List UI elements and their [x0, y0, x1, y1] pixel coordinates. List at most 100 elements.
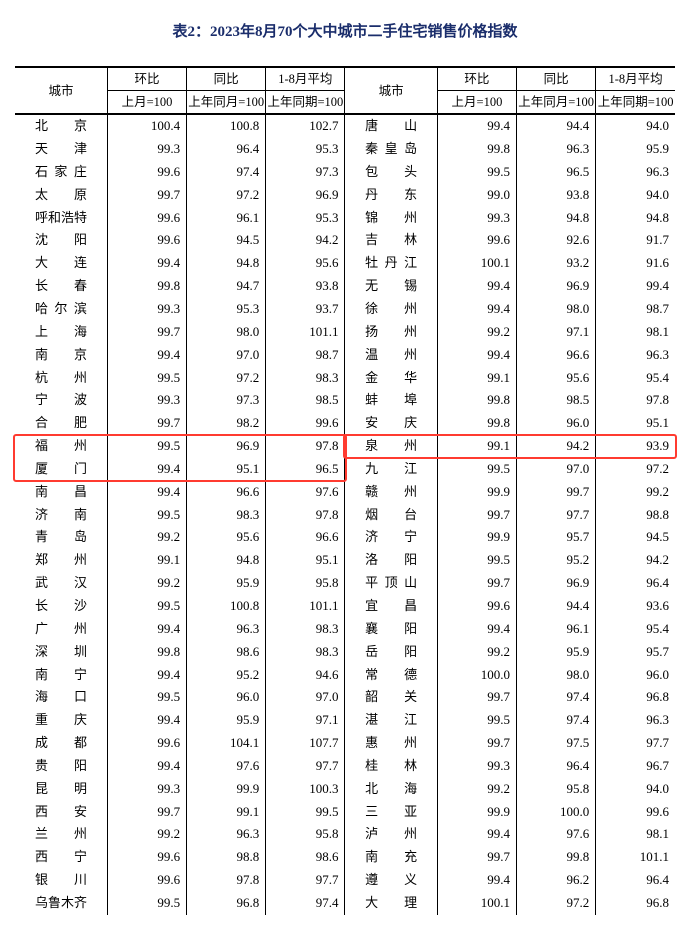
value-cell: 99.4	[437, 298, 516, 321]
value-cell: 95.4	[596, 618, 675, 641]
table-row: 郑 州99.194.895.1洛 阳99.595.294.2	[15, 549, 675, 572]
city-cell: 长 沙	[15, 595, 107, 618]
value-cell: 99.3	[107, 298, 186, 321]
value-cell: 99.2	[437, 321, 516, 344]
value-cell: 99.5	[437, 458, 516, 481]
city-cell: 青 岛	[15, 526, 107, 549]
value-cell: 99.6	[107, 846, 186, 869]
value-cell: 99.4	[107, 664, 186, 687]
value-cell: 96.9	[517, 572, 596, 595]
city-cell: 北 京	[15, 114, 107, 138]
city-cell: 南 宁	[15, 664, 107, 687]
value-cell: 97.1	[266, 709, 345, 732]
value-cell: 97.3	[266, 161, 345, 184]
city-cell: 宜 昌	[345, 595, 437, 618]
city-cell: 深 圳	[15, 641, 107, 664]
table-row: 武 汉99.295.995.8平 顶 山99.796.996.4	[15, 572, 675, 595]
table-row: 石 家 庄99.697.497.3包 头99.596.596.3	[15, 161, 675, 184]
city-cell: 兰 州	[15, 823, 107, 846]
value-cell: 99.7	[437, 504, 516, 527]
table-row: 西 安99.799.199.5三 亚99.9100.099.6	[15, 801, 675, 824]
value-cell: 96.7	[596, 755, 675, 778]
city-cell: 包 头	[345, 161, 437, 184]
value-cell: 96.5	[266, 458, 345, 481]
table-row: 银 川99.697.897.7遵 义99.496.296.4	[15, 869, 675, 892]
hdr-avg-r: 1-8月平均	[596, 67, 675, 91]
value-cell: 96.9	[517, 275, 596, 298]
city-cell: 哈 尔 滨	[15, 298, 107, 321]
value-cell: 97.2	[187, 367, 266, 390]
city-cell: 大 连	[15, 252, 107, 275]
table-row: 北 京100.4100.8102.7唐 山99.494.494.0	[15, 114, 675, 138]
value-cell: 94.2	[596, 549, 675, 572]
value-cell: 99.4	[437, 618, 516, 641]
value-cell: 93.9	[596, 435, 675, 458]
city-cell: 沈 阳	[15, 229, 107, 252]
city-cell: 无 锡	[345, 275, 437, 298]
value-cell: 99.8	[437, 138, 516, 161]
city-cell: 海 口	[15, 686, 107, 709]
value-cell: 98.5	[517, 389, 596, 412]
value-cell: 98.6	[187, 641, 266, 664]
table-row: 长 沙99.5100.8101.1宜 昌99.694.493.6	[15, 595, 675, 618]
value-cell: 99.7	[437, 572, 516, 595]
city-cell: 西 宁	[15, 846, 107, 869]
value-cell: 95.7	[596, 641, 675, 664]
city-cell: 徐 州	[345, 298, 437, 321]
table-wrapper: 城市 环比 同比 1-8月平均 城市 环比 同比 1-8月平均 上月=100 上…	[15, 66, 675, 915]
city-cell: 烟 台	[345, 504, 437, 527]
city-cell: 长 春	[15, 275, 107, 298]
table-row: 重 庆99.495.997.1湛 江99.597.496.3	[15, 709, 675, 732]
value-cell: 100.8	[187, 114, 266, 138]
value-cell: 94.4	[517, 595, 596, 618]
value-cell: 98.5	[266, 389, 345, 412]
table-row: 大 连99.494.895.6牡 丹 江100.193.291.6	[15, 252, 675, 275]
value-cell: 96.9	[266, 184, 345, 207]
table-row: 合 肥99.798.299.6安 庆99.896.095.1	[15, 412, 675, 435]
value-cell: 98.3	[187, 504, 266, 527]
value-cell: 98.0	[517, 298, 596, 321]
table-title: 表2：2023年8月70个大中城市二手住宅销售价格指数	[15, 20, 675, 41]
value-cell: 96.0	[187, 686, 266, 709]
city-cell: 宁 波	[15, 389, 107, 412]
value-cell: 95.1	[266, 549, 345, 572]
value-cell: 94.8	[187, 549, 266, 572]
value-cell: 95.6	[266, 252, 345, 275]
city-cell: 贵 阳	[15, 755, 107, 778]
value-cell: 100.0	[517, 801, 596, 824]
value-cell: 100.1	[437, 252, 516, 275]
value-cell: 99.7	[437, 686, 516, 709]
city-cell: 遵 义	[345, 869, 437, 892]
value-cell: 99.4	[437, 344, 516, 367]
value-cell: 99.5	[107, 686, 186, 709]
value-cell: 95.2	[187, 664, 266, 687]
table-row: 海 口99.596.097.0韶 关99.797.496.8	[15, 686, 675, 709]
value-cell: 95.3	[266, 138, 345, 161]
value-cell: 99.3	[107, 138, 186, 161]
table-row: 上 海99.798.0101.1扬 州99.297.198.1	[15, 321, 675, 344]
value-cell: 97.8	[187, 869, 266, 892]
value-cell: 99.3	[107, 778, 186, 801]
value-cell: 95.1	[596, 412, 675, 435]
city-cell: 惠 州	[345, 732, 437, 755]
city-cell: 泸 州	[345, 823, 437, 846]
city-cell: 西 安	[15, 801, 107, 824]
value-cell: 94.5	[187, 229, 266, 252]
value-cell: 96.4	[187, 138, 266, 161]
value-cell: 99.5	[107, 892, 186, 915]
value-cell: 96.8	[596, 686, 675, 709]
value-cell: 95.9	[596, 138, 675, 161]
sub-avg-l: 上年同期=100	[266, 91, 345, 115]
value-cell: 99.6	[107, 869, 186, 892]
value-cell: 95.8	[266, 823, 345, 846]
city-cell: 成 都	[15, 732, 107, 755]
value-cell: 100.1	[437, 892, 516, 915]
value-cell: 91.6	[596, 252, 675, 275]
city-cell: 上 海	[15, 321, 107, 344]
value-cell: 95.6	[517, 367, 596, 390]
value-cell: 95.4	[596, 367, 675, 390]
table-row: 昆 明99.399.9100.3北 海99.295.894.0	[15, 778, 675, 801]
sub-avg-r: 上年同期=100	[596, 91, 675, 115]
sub-mom-l: 上月=100	[107, 91, 186, 115]
value-cell: 93.7	[266, 298, 345, 321]
